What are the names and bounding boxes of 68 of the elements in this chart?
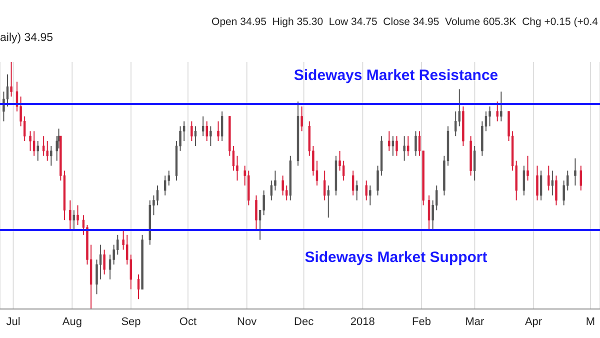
candlestick (327, 185, 330, 218)
candlestick (36, 140, 39, 162)
candlestick (137, 274, 140, 300)
candlestick (323, 170, 326, 201)
candlestick (369, 185, 372, 206)
candlestick (574, 158, 576, 186)
candlestick (392, 136, 394, 156)
x-tick-label: Dec (294, 316, 314, 328)
candlestick (164, 175, 166, 196)
candlestick (526, 155, 529, 182)
candlestick (428, 194, 430, 230)
candlestick (352, 170, 354, 196)
candlestick (300, 106, 303, 132)
candlestick (548, 165, 550, 191)
x-tick-label: Mar (465, 316, 484, 328)
candlestick (580, 165, 582, 191)
candlestick (536, 165, 538, 201)
candlestick (190, 120, 193, 142)
candlestick (555, 175, 558, 206)
candlestick (69, 200, 72, 230)
text: aily) 34.95 (0, 32, 54, 44)
x-tick-label: Sep (121, 316, 141, 328)
candlestick (454, 110, 457, 137)
candlestick (414, 130, 417, 156)
candlestick (32, 130, 36, 156)
candlestick (210, 126, 212, 146)
candlestick (202, 116, 204, 137)
candlestick (388, 130, 390, 152)
candlestick (103, 249, 106, 275)
candlestick (206, 120, 208, 142)
candlestick (217, 120, 220, 142)
candlestick (42, 136, 45, 156)
candlestick (72, 210, 76, 230)
candlestick (551, 170, 554, 196)
x-tick-label: M (586, 316, 596, 328)
candlestick (255, 194, 258, 230)
candlestick (496, 101, 498, 122)
candlestick (540, 170, 542, 201)
ref-line-label: Sideways Market Support (304, 248, 488, 266)
candlestick (356, 180, 358, 201)
candlestick (270, 180, 273, 201)
candlestick (156, 185, 159, 206)
candlestick (473, 145, 476, 182)
text: Open 34.95 High 35.30 Low 34.75 Close 34.95 Volume 605.3K Chg +0.15 (+0.4 (212, 16, 598, 28)
candlestick (407, 136, 410, 156)
x-tick-label: Feb (412, 316, 432, 328)
candlestick (220, 110, 224, 142)
candlestick (194, 126, 197, 146)
candlestick (10, 62, 12, 98)
x-tick-label: Nov (237, 316, 258, 328)
candlestick (50, 145, 52, 166)
x-tick-label: 2018 (350, 316, 375, 328)
candlestick (488, 106, 491, 127)
candlestick (29, 130, 32, 152)
candlestick (46, 140, 48, 162)
x-tick-label: Apr (524, 316, 542, 328)
candlestick (365, 180, 368, 201)
candlestick (500, 91, 502, 122)
x-tick-label: Jul (6, 316, 20, 328)
ref-line-label: Sideways Market Resistance (294, 66, 498, 84)
candlestick (396, 136, 398, 156)
x-tick-label: Aug (62, 316, 82, 328)
candlestick (522, 165, 526, 196)
candlestick (76, 204, 79, 226)
x-tick-label: Oct (179, 316, 197, 328)
candlestick (342, 160, 345, 182)
candlestick (282, 175, 284, 196)
candlestick (403, 136, 406, 162)
